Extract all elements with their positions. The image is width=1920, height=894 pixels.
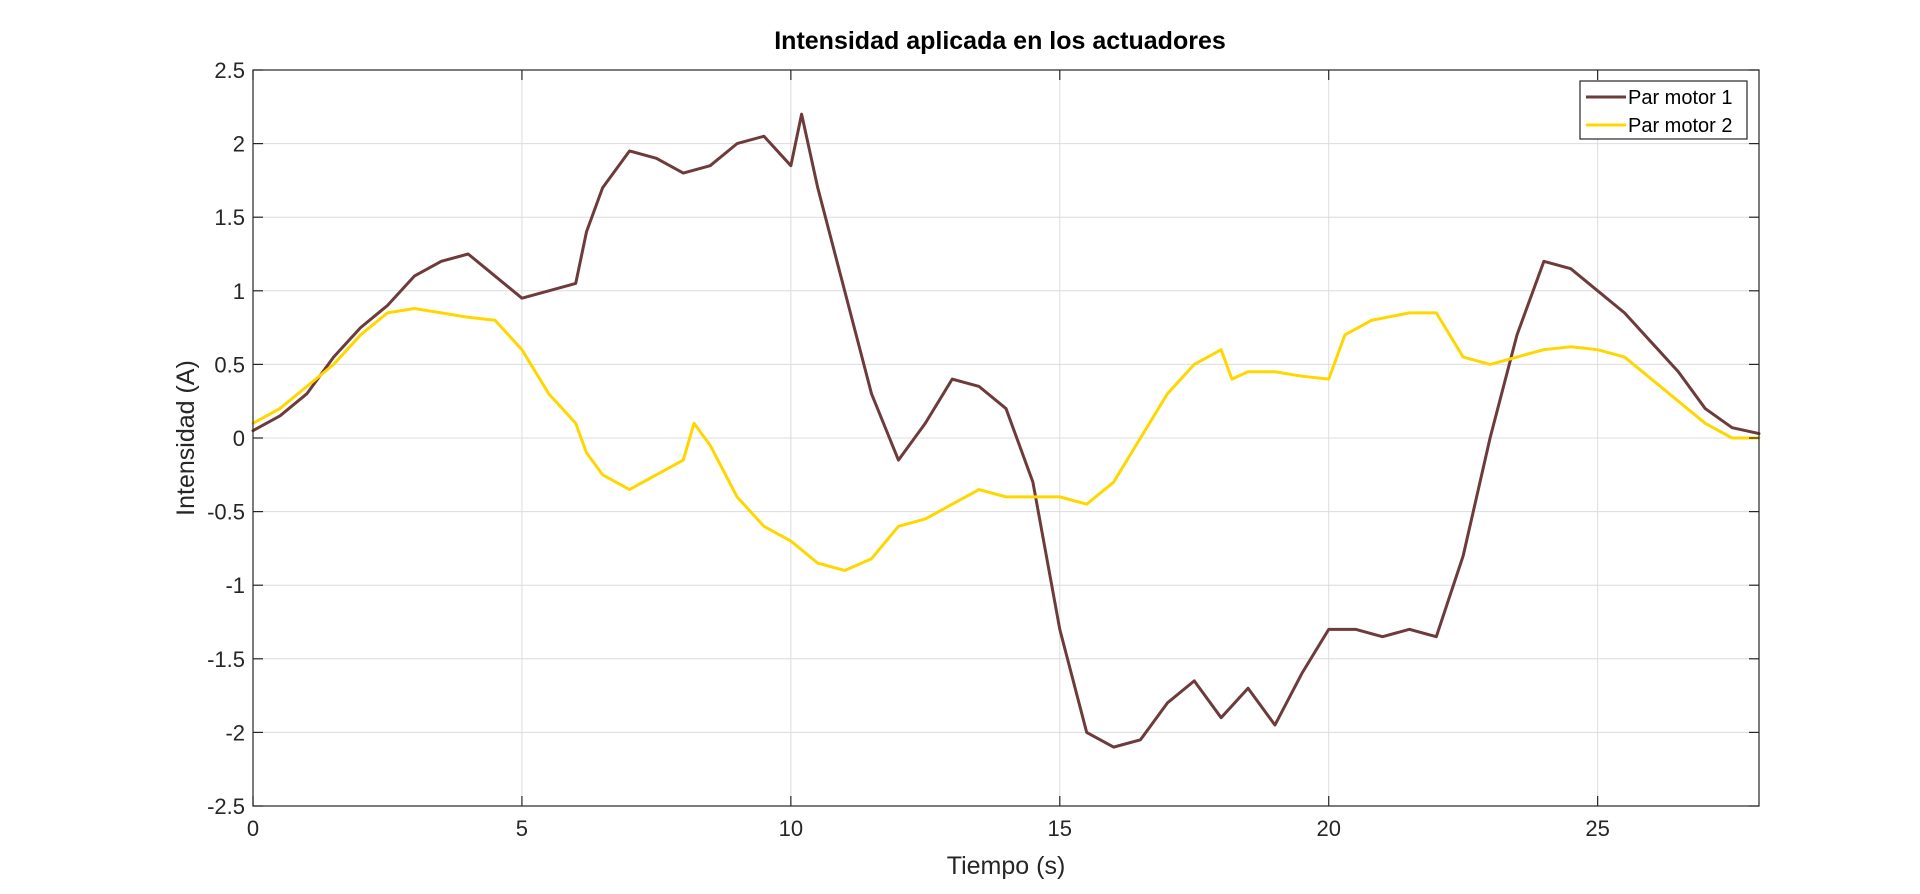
x-axis-label: Tiempo (s) xyxy=(947,852,1066,880)
y-tick-label: -0.5 xyxy=(207,500,245,525)
series-layer xyxy=(251,112,1761,749)
legend-box xyxy=(1579,80,1748,140)
y-tick-label: -1 xyxy=(225,573,245,598)
series-line-1 xyxy=(251,112,1761,749)
axis-ticks: 0 5 10 15 20 25 -2.5 -2 -1.5 -1 -0.5 0 0.5 1 1.5 2 2.5 xyxy=(207,58,1759,841)
x-tick-label: 15 xyxy=(1048,816,1072,841)
y-tick-label: 2.5 xyxy=(214,58,245,83)
x-tick-label: 10 xyxy=(779,816,803,841)
y-tick-label: -1.5 xyxy=(207,647,245,672)
y-tick-label: 0.5 xyxy=(214,352,245,377)
x-tick-label: 25 xyxy=(1585,816,1609,841)
chart-title: Intensidad aplicada en los actuadores xyxy=(774,27,1226,55)
legend-label-motor1: Par motor 1 xyxy=(1628,87,1732,109)
series-line-2 xyxy=(251,306,1761,572)
y-tick-label: 2 xyxy=(233,132,245,157)
legend: Par motor 1 Par motor 2 xyxy=(1579,80,1748,140)
x-tick-label: 20 xyxy=(1316,816,1340,841)
grid xyxy=(252,69,1759,807)
x-tick-label: 0 xyxy=(247,816,259,841)
y-tick-label: -2.5 xyxy=(207,794,245,819)
legend-label-motor2: Par motor 2 xyxy=(1628,115,1732,137)
y-tick-label: 0 xyxy=(233,426,245,451)
y-tick-label: -2 xyxy=(225,720,245,745)
y-tick-label: 1.5 xyxy=(214,205,245,230)
x-tick-label: 5 xyxy=(516,816,528,841)
y-axis-label: Intensidad (A) xyxy=(172,360,200,516)
y-tick-label: 1 xyxy=(233,279,245,304)
